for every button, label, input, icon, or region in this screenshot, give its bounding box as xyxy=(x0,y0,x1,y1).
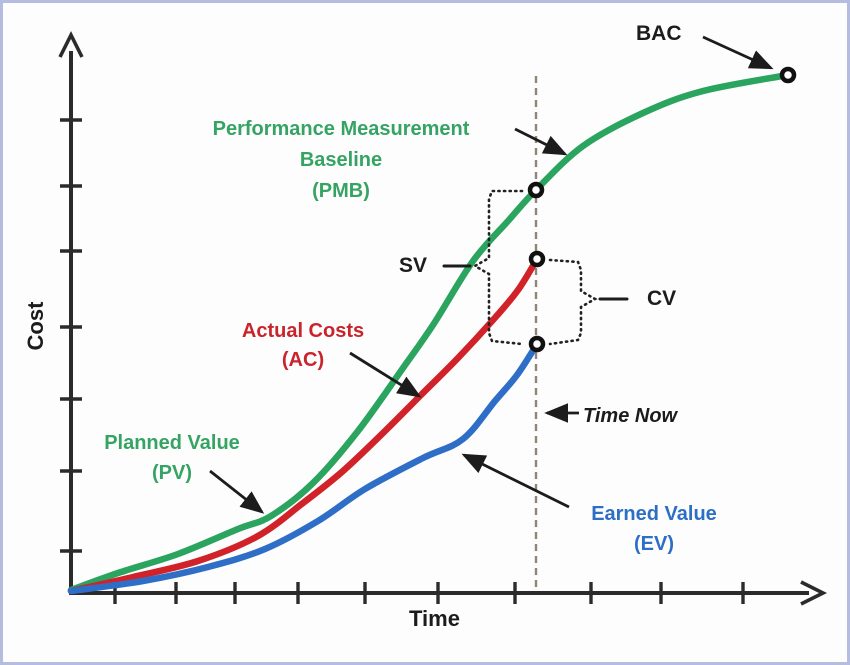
ac-label-line2: (AC) xyxy=(281,349,325,371)
pmb-arrow xyxy=(514,127,568,156)
ev-arrow xyxy=(461,453,570,509)
pmb-label-line1: Performance Measurement xyxy=(212,118,470,140)
ev-at-time-now-marker xyxy=(528,335,546,353)
y-axis-ticks xyxy=(60,118,82,553)
time-now-label: Time Now xyxy=(583,405,678,427)
x-axis-arrow-icon xyxy=(800,580,828,606)
ac-arrow xyxy=(349,351,422,398)
ev-label: Earned Value (EV) xyxy=(567,499,741,559)
axes xyxy=(58,30,828,606)
pmb-label: Performance Measurement Baseline (PMB) xyxy=(171,114,511,207)
sv-label: SV xyxy=(399,254,428,277)
chart-canvas xyxy=(58,30,828,606)
cv-label: CV xyxy=(647,287,677,310)
x-axis-title: Time xyxy=(409,606,460,631)
sv-bracket-dotted xyxy=(472,189,524,346)
pv-label: Planned Value (PV) xyxy=(79,428,265,488)
actual-costs-curve xyxy=(67,255,541,595)
earned-value-curve xyxy=(67,340,541,595)
pmb-label-line2: Baseline xyxy=(299,149,383,171)
pmb-pv-curve xyxy=(67,71,792,594)
pmb-at-time-now-marker xyxy=(527,181,545,199)
bac-arrow xyxy=(702,35,774,70)
ac-label: Actual Costs (AC) xyxy=(218,317,388,375)
data-point-markers xyxy=(527,66,797,353)
pv-label-line1: Planned Value xyxy=(104,432,240,454)
y-axis-arrow-icon xyxy=(58,30,84,58)
bac-point-marker xyxy=(779,66,797,84)
x-axis-ticks xyxy=(113,582,745,604)
pmb-label-line3: (PMB) xyxy=(312,180,370,202)
bac-label: BAC xyxy=(636,22,682,45)
ev-label-line1: Earned Value xyxy=(591,503,717,525)
ac-at-time-now-marker xyxy=(528,250,546,268)
pv-arrow xyxy=(209,469,265,514)
pv-label-line2: (PV) xyxy=(152,462,192,484)
ev-label-line2: (EV) xyxy=(634,533,674,555)
ac-label-line1: Actual Costs xyxy=(241,320,365,342)
cv-bracket-dotted xyxy=(548,258,598,346)
y-axis-title: Cost xyxy=(23,301,48,351)
